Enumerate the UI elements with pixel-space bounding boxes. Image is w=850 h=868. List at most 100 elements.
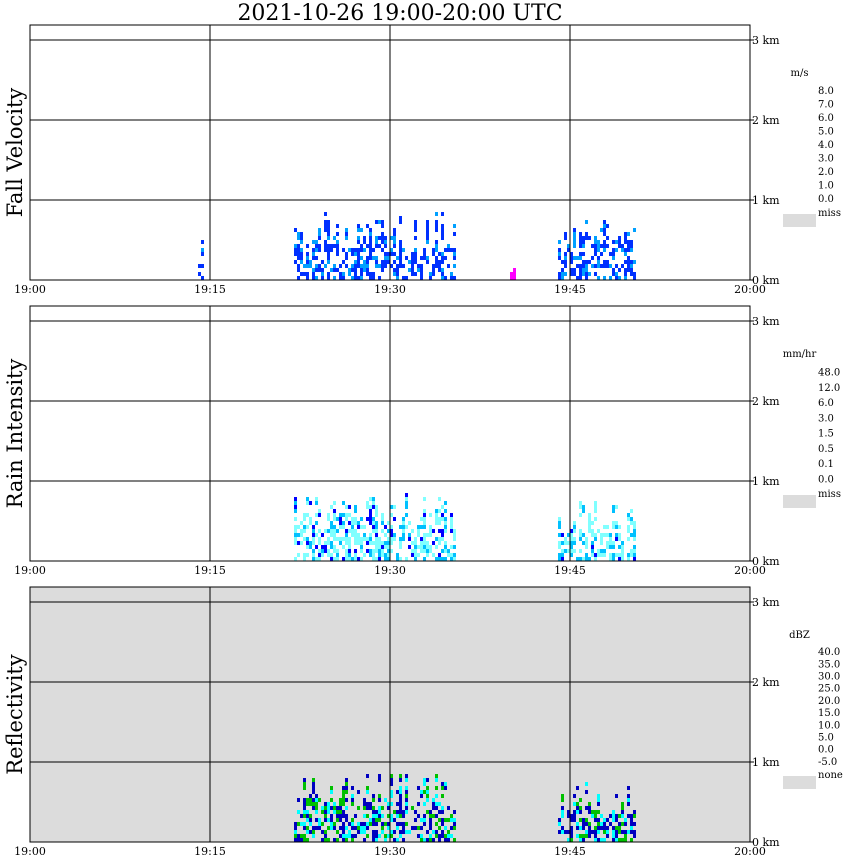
echo-cell	[588, 260, 591, 264]
echo-cell	[561, 268, 564, 272]
echo-cell	[564, 256, 567, 260]
echo-cell	[423, 521, 426, 525]
echo-cell	[588, 521, 591, 525]
echo-cell	[591, 244, 594, 248]
echo-cell	[444, 276, 447, 280]
echo-cell	[297, 533, 300, 537]
echo-cell	[570, 541, 573, 545]
echo-cell	[432, 252, 435, 256]
echo-cell	[375, 525, 378, 529]
echo-cell	[315, 256, 318, 260]
echo-cell	[612, 557, 615, 561]
echo-cell	[576, 826, 579, 830]
echo-cell	[300, 272, 303, 276]
echo-cell	[360, 537, 363, 541]
echo-cell	[405, 501, 408, 505]
echo-cell	[396, 276, 399, 280]
echo-cell	[312, 252, 315, 256]
echo-cell	[339, 513, 342, 517]
echo-cell	[453, 232, 456, 236]
echo-cell	[363, 268, 366, 272]
echo-cell	[435, 517, 438, 521]
echo-cell	[582, 236, 585, 240]
echo-cell	[627, 529, 630, 533]
echo-cell	[201, 252, 204, 256]
echo-cell	[573, 541, 576, 545]
echo-cell	[582, 244, 585, 248]
echo-cell	[420, 272, 423, 276]
echo-cell	[561, 830, 564, 834]
echo-cell	[438, 497, 441, 501]
echo-cell	[600, 264, 603, 268]
echo-cell	[414, 220, 417, 224]
y-tick-label: 3 km	[752, 315, 780, 328]
echo-cell	[576, 810, 579, 814]
echo-cell	[606, 818, 609, 822]
echo-cell	[297, 838, 300, 842]
echo-cell	[318, 268, 321, 272]
echo-cell	[627, 794, 630, 798]
echo-cell	[306, 276, 309, 280]
echo-cell	[585, 806, 588, 810]
echo-cell	[633, 553, 636, 557]
echo-cell	[633, 549, 636, 553]
echo-cell	[330, 525, 333, 529]
echo-cell	[405, 557, 408, 561]
echo-cell	[297, 553, 300, 557]
echo-cell	[609, 822, 612, 826]
echo-cell	[294, 248, 297, 252]
echo-cell	[417, 834, 420, 838]
echo-cell	[303, 272, 306, 276]
echo-cell	[339, 272, 342, 276]
echo-cell	[339, 541, 342, 545]
echo-cell	[579, 232, 582, 236]
echo-cell	[303, 782, 306, 786]
echo-cell	[300, 256, 303, 260]
echo-cell	[402, 248, 405, 252]
echo-cell	[561, 533, 564, 537]
echo-cell	[381, 814, 384, 818]
echo-cell	[441, 786, 444, 790]
echo-cell	[396, 790, 399, 794]
echo-cell	[450, 557, 453, 561]
echo-cell	[573, 818, 576, 822]
echo-cell	[366, 224, 369, 228]
echo-cell	[357, 822, 360, 826]
echo-cell	[390, 529, 393, 533]
echo-cell	[444, 256, 447, 260]
echo-cell	[297, 525, 300, 529]
echo-cell	[453, 264, 456, 268]
echo-cell	[327, 220, 330, 224]
echo-cell	[330, 248, 333, 252]
echo-cell	[630, 517, 633, 521]
echo-cell	[579, 826, 582, 830]
echo-cell	[342, 790, 345, 794]
echo-cell	[393, 244, 396, 248]
echo-cell	[348, 529, 351, 533]
echo-cell	[627, 240, 630, 244]
echo-cell	[429, 810, 432, 814]
echo-cell	[510, 276, 513, 280]
echo-cell	[414, 541, 417, 545]
echo-cell	[387, 806, 390, 810]
echo-cell	[588, 826, 591, 830]
echo-cell	[453, 224, 456, 228]
echo-cell	[396, 557, 399, 561]
echo-cell	[444, 782, 447, 786]
echo-cell	[315, 810, 318, 814]
echo-cell	[369, 806, 372, 810]
echo-cell	[612, 509, 615, 513]
echo-cell	[396, 838, 399, 842]
echo-cell	[618, 268, 621, 272]
echo-cell	[597, 802, 600, 806]
echo-cell	[414, 228, 417, 232]
echo-cell	[312, 782, 315, 786]
echo-cell	[324, 830, 327, 834]
echo-cell	[438, 834, 441, 838]
echo-cell	[306, 830, 309, 834]
echo-cell	[324, 212, 327, 216]
echo-cell	[423, 802, 426, 806]
echo-cell	[330, 826, 333, 830]
echo-cell	[426, 260, 429, 264]
echo-cell	[414, 545, 417, 549]
